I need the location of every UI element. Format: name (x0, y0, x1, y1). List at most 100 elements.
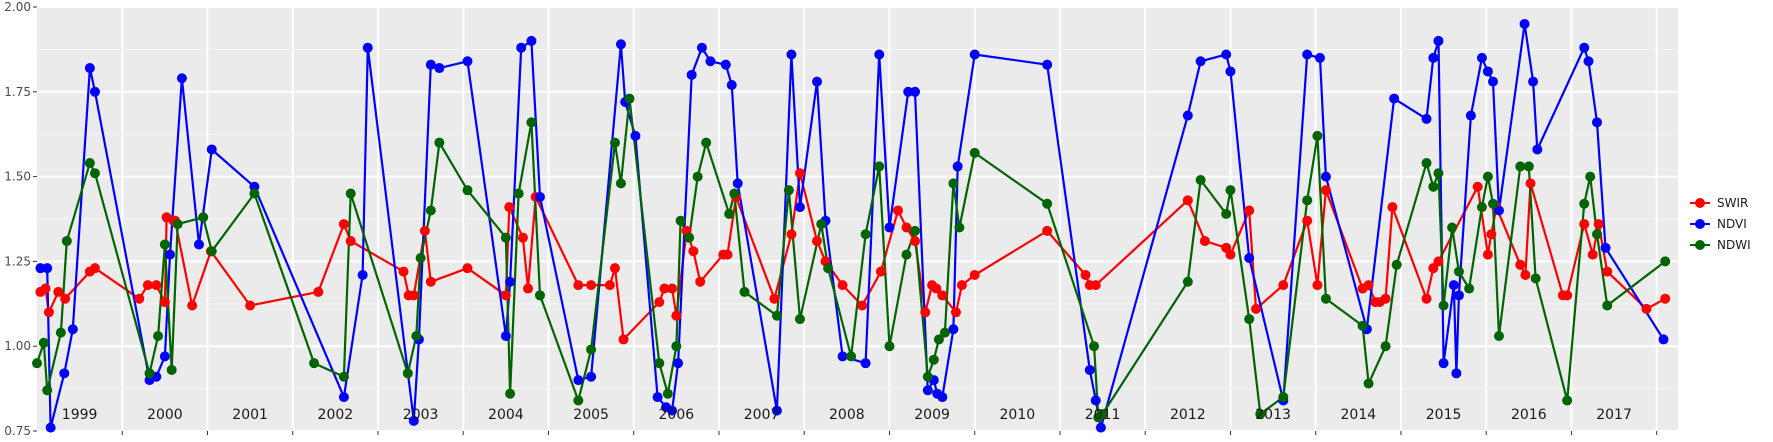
point-ndwi (513, 188, 524, 199)
point-ndvi (652, 392, 663, 403)
point-ndvi (67, 324, 78, 335)
point-ndwi (526, 117, 537, 128)
point-ndwi (1579, 198, 1590, 209)
point-ndvi (1453, 290, 1464, 301)
point-swir (398, 266, 409, 277)
point-swir (671, 310, 682, 321)
point-ndwi (1428, 181, 1439, 192)
point-swir (134, 293, 145, 304)
point-ndwi (1244, 314, 1255, 325)
point-swir (419, 225, 430, 236)
point-ndvi (1221, 49, 1232, 60)
point-ndwi (573, 395, 584, 406)
point-swir (659, 283, 670, 294)
y-axis: 0.75 1.00 1.25 1.50 1.75 2.00 (4, 0, 1658, 438)
point-ndwi (198, 212, 209, 223)
point-ndvi (1320, 171, 1331, 182)
point-ndvi (206, 144, 217, 155)
point-swir (504, 202, 515, 213)
point-ndvi (1579, 42, 1590, 53)
point-ndwi (1515, 161, 1526, 172)
point-ndwi (411, 331, 422, 342)
point-swir (931, 283, 942, 294)
point-ndwi (159, 239, 170, 250)
point-ndwi (1182, 276, 1193, 287)
point-ndwi (954, 222, 965, 233)
y-tick-label: 1.00 (4, 339, 31, 353)
point-swir (1182, 195, 1193, 206)
point-ndwi (675, 215, 686, 226)
point-ndwi (729, 188, 740, 199)
point-ndvi (794, 202, 805, 213)
point-ndwi (1482, 171, 1493, 182)
point-ndvi (860, 358, 871, 369)
point-ndwi (89, 168, 100, 179)
point-ndwi (1433, 168, 1444, 179)
point-ndwi (1089, 341, 1100, 352)
point-swir (1486, 229, 1497, 240)
year-label-2006: 2006 (659, 407, 695, 423)
point-ndvi (534, 191, 545, 202)
point-ndvi (362, 42, 373, 53)
point-ndwi (948, 178, 959, 189)
point-swir (1602, 266, 1613, 277)
point-ndwi (1660, 256, 1671, 267)
point-ndwi (701, 137, 712, 148)
point-ndvi (771, 405, 782, 416)
point-ndwi (671, 341, 682, 352)
point-swir (1080, 269, 1091, 280)
point-ndvi (720, 59, 731, 70)
point-swir (1199, 236, 1210, 247)
legend-key-ndvi (1695, 219, 1705, 229)
point-ndvi (1428, 52, 1439, 63)
point-swir (1251, 303, 1262, 314)
point-swir (950, 307, 961, 318)
point-ndvi (159, 351, 170, 362)
series-line-swir (39, 172, 1666, 341)
point-ndvi (786, 49, 797, 60)
point-ndvi (193, 239, 204, 250)
point-ndwi (1493, 331, 1504, 342)
point-ndvi (948, 324, 959, 335)
point-ndwi (1562, 395, 1573, 406)
point-swir (857, 300, 868, 311)
point-ndvi (338, 392, 349, 403)
point-ndwi (32, 358, 42, 369)
point-swir (901, 222, 912, 233)
point-swir (786, 229, 797, 240)
point-ndvi (42, 263, 53, 274)
point-ndwi (928, 354, 939, 365)
point-ndwi (771, 310, 782, 321)
point-ndwi (1602, 300, 1613, 311)
point-ndwi (415, 253, 426, 264)
point-swir (1525, 178, 1536, 189)
point-ndwi (1195, 174, 1206, 185)
point-ndwi (144, 368, 155, 379)
point-swir (654, 297, 665, 308)
point-ndvi (425, 59, 436, 70)
point-swir (1641, 303, 1652, 314)
point-swir (245, 300, 256, 311)
point-ndvi (1658, 334, 1669, 345)
year-label-2010: 2010 (1000, 407, 1036, 423)
point-ndwi (500, 232, 511, 243)
point-swir (1387, 202, 1398, 213)
year-label-2013: 2013 (1255, 407, 1291, 423)
point-swir (722, 249, 733, 260)
point-ndwi (1523, 161, 1534, 172)
point-ndvi (952, 161, 963, 172)
point-swir (1278, 280, 1289, 291)
point-swir (53, 286, 64, 297)
point-ndwi (1357, 320, 1368, 331)
point-swir (586, 280, 597, 291)
point-ndwi (884, 341, 895, 352)
y-tick-label: 0.75 (4, 424, 31, 438)
point-swir (604, 280, 615, 291)
point-swir (1042, 225, 1053, 236)
point-ndvi (732, 178, 743, 189)
point-ndvi (884, 222, 895, 233)
point-swir (1380, 293, 1391, 304)
legend-key-swir (1695, 198, 1705, 208)
point-ndwi (1476, 202, 1487, 213)
point-swir (1579, 219, 1590, 230)
